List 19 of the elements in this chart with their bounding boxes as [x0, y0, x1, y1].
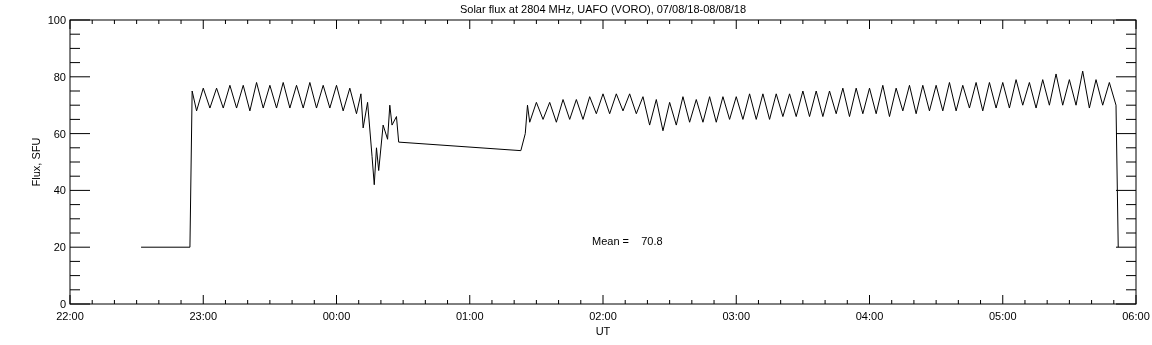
x-tick-label: 06:00: [1122, 310, 1150, 322]
y-tick-label: 60: [53, 127, 66, 140]
x-tick-label: 04:00: [855, 310, 884, 322]
x-tick-label: 23:00: [189, 310, 218, 322]
chart-title: Solar flux at 2804 MHz, UAFO (VORO), 07/08/18-08/08/18: [459, 3, 747, 15]
y-tick-label: 40: [53, 184, 66, 197]
y-tick-label: 20: [53, 241, 66, 254]
annotation: Mean = 70.8: [592, 235, 663, 247]
x-axis-title: UT: [595, 325, 611, 337]
y-tick-label: 100: [47, 14, 66, 26]
x-tick-label: 03:00: [722, 310, 751, 322]
y-axis-title: Flux, SFU: [30, 137, 42, 187]
x-tick-label: 22:00: [56, 310, 84, 322]
x-tick-label: 00:00: [322, 310, 351, 322]
x-tick-label: 02:00: [589, 310, 617, 322]
x-tick-label: 05:00: [988, 310, 1017, 322]
y-tick-label: 0: [59, 298, 66, 310]
y-tick-label: 80: [53, 70, 66, 83]
x-tick-label: 01:00: [455, 310, 484, 322]
